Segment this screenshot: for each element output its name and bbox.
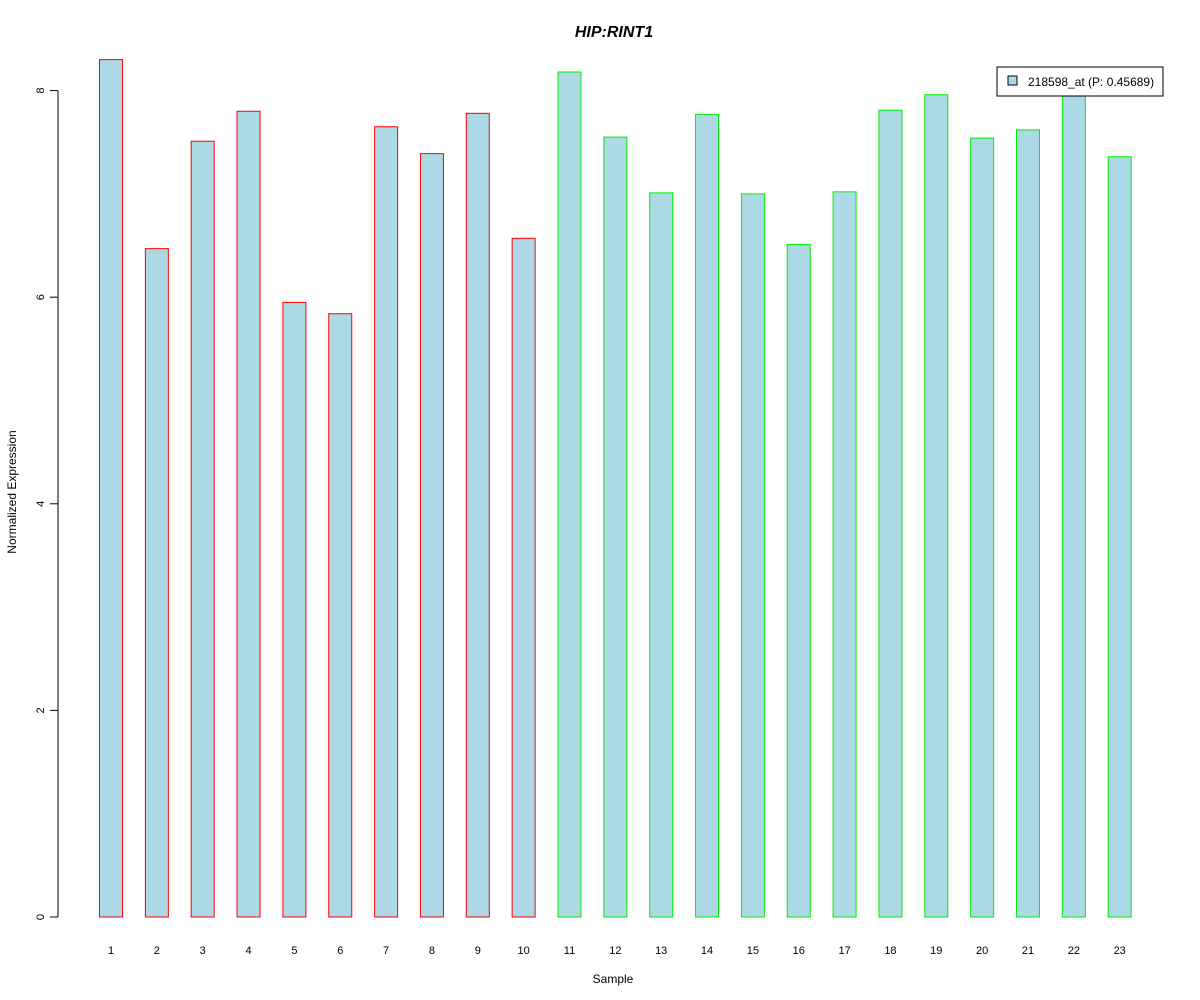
bar-sample-11	[557, 71, 582, 918]
bar-sample-5	[282, 301, 307, 918]
bar-sample-7	[374, 126, 399, 918]
legend: 218598_at (P: 0.45689)	[996, 66, 1164, 97]
x-tick-label: 5	[291, 945, 297, 957]
bar-sample-12	[603, 136, 628, 918]
x-tick-label: 23	[1114, 945, 1126, 957]
bar-sample-17	[832, 191, 857, 918]
y-tick-label: 4	[35, 501, 47, 507]
x-tick-label: 9	[475, 945, 481, 957]
bar-sample-16	[786, 244, 811, 918]
x-tick-label: 16	[793, 945, 805, 957]
y-tick-label: 0	[35, 914, 47, 920]
legend-swatch	[1007, 75, 1018, 86]
bar-sample-9	[465, 112, 490, 918]
y-tick-label: 8	[35, 88, 47, 94]
x-axis-label: Sample	[593, 972, 634, 986]
bar-sample-22	[1061, 95, 1086, 918]
x-tick-label: 20	[976, 945, 988, 957]
legend-label: 218598_at (P: 0.45689)	[1028, 75, 1154, 89]
x-tick-label: 15	[747, 945, 759, 957]
bar-sample-23	[1107, 156, 1132, 918]
chart-title: HIP:RINT1	[575, 24, 653, 41]
bar-sample-15	[740, 193, 765, 918]
x-tick-label: 8	[429, 945, 435, 957]
x-tick-label: 6	[337, 945, 343, 957]
y-tick-label: 6	[35, 294, 47, 300]
bar-sample-21	[1016, 129, 1040, 918]
x-tick-label: 21	[1022, 945, 1034, 957]
x-tick-label: 19	[930, 945, 942, 957]
y-axis-label: Normalized Expression	[5, 430, 19, 553]
x-tick-label: 10	[518, 945, 530, 957]
bar-sample-4	[236, 110, 261, 918]
x-tick-labels: 1 2 3 4 5 6 7 8 9 10 11 12 13 14 15 16 17 18 19 20 21 22 23	[108, 945, 1126, 957]
x-tick-label: 18	[884, 945, 896, 957]
legend-box	[996, 66, 1164, 97]
y-tick-label: 2	[35, 707, 47, 713]
x-tick-label: 12	[609, 945, 621, 957]
x-tick-label: 1	[108, 945, 114, 957]
x-tick-label: 14	[701, 945, 713, 957]
bar-sample-20	[970, 137, 995, 918]
bar-sample-3	[190, 140, 215, 918]
bar-sample-8	[419, 153, 444, 918]
bar-sample-2	[144, 248, 169, 918]
x-tick-label: 4	[245, 945, 251, 957]
bar-sample-18	[878, 109, 903, 918]
x-tick-label: 3	[200, 945, 206, 957]
x-tick-label: 2	[154, 945, 160, 957]
bar-sample-13	[649, 192, 674, 918]
x-tick-label: 22	[1068, 945, 1080, 957]
bar-sample-1	[99, 59, 123, 918]
x-tick-label: 17	[838, 945, 850, 957]
bar-sample-19	[924, 94, 949, 918]
bar-sample-6	[328, 313, 353, 918]
x-tick-label: 11	[564, 945, 575, 957]
bars-group	[99, 59, 1132, 918]
x-tick-label: 13	[655, 945, 667, 957]
bar-sample-10	[511, 237, 536, 918]
bar-sample-14	[695, 113, 720, 918]
x-tick-label: 7	[383, 945, 389, 957]
y-axis: 0 2 4 6 8	[35, 88, 59, 920]
